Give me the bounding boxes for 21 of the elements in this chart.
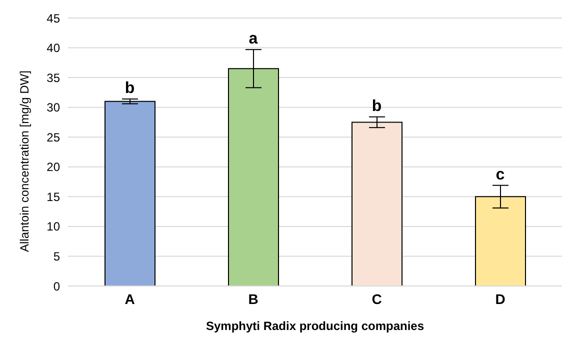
x-tick-label: C [372, 290, 382, 307]
bar [104, 100, 156, 286]
x-axis-title: Symphyti Radix producing companies [206, 319, 424, 333]
y-tick-label: 30 [46, 100, 60, 115]
y-axis-title: Allantoin concentration [mg/g DW] [17, 70, 32, 252]
y-tick-label: 5 [53, 249, 60, 264]
y-tick-label: 35 [46, 70, 60, 85]
annotation: a [248, 30, 258, 48]
x-tick-label: B [248, 290, 258, 307]
annotation: b [372, 98, 382, 115]
x-tick-label: D [495, 290, 506, 307]
y-tick-label: 10 [46, 220, 60, 234]
y-tick-label: 20 [46, 160, 60, 174]
annotation: b [124, 80, 135, 97]
y-tick-label: 45 [46, 11, 60, 26]
y-tick-label: 0 [53, 279, 60, 294]
y-tick-label: 25 [46, 130, 60, 144]
y-tick-label: 15 [46, 190, 60, 204]
annotation: c [496, 166, 505, 184]
y-tick-label: 40 [46, 41, 60, 56]
x-tick-label: A [124, 290, 135, 307]
